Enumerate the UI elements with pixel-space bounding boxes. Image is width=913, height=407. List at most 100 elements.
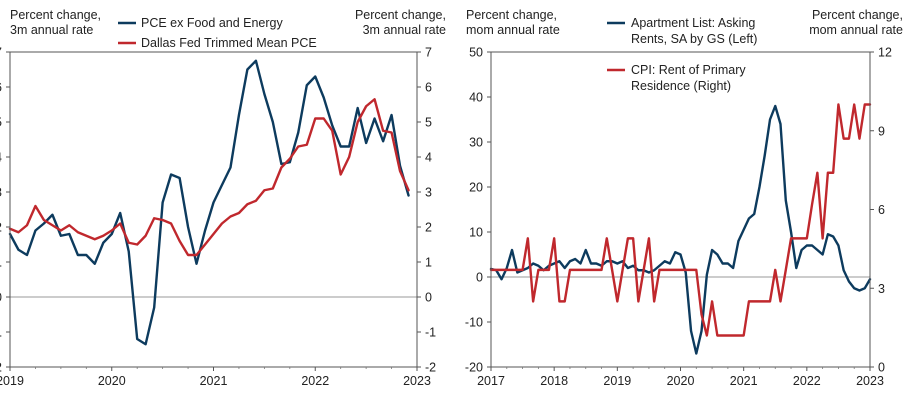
- data-point: [331, 130, 333, 132]
- data-point: [128, 242, 130, 244]
- data-point: [569, 260, 571, 262]
- data-point: [769, 300, 771, 302]
- axis-label-line: 3m annual rate: [10, 23, 93, 37]
- axis-label-line: Percent change,: [466, 8, 557, 22]
- data-point: [606, 237, 608, 239]
- data-point: [289, 158, 291, 160]
- data-point: [837, 244, 839, 246]
- data-point: [537, 269, 539, 271]
- x-tick-label: 2017: [477, 374, 505, 388]
- data-point: [144, 235, 146, 237]
- data-point: [595, 269, 597, 271]
- legend-label-apartment-list-line1: Apartment List: Asking: [631, 16, 755, 30]
- data-point: [616, 262, 618, 264]
- data-point: [800, 237, 802, 239]
- data-point: [685, 269, 687, 271]
- y-tick-label-right: -2: [425, 361, 436, 375]
- data-point: [648, 237, 650, 239]
- data-point: [664, 269, 666, 271]
- data-point: [653, 269, 655, 271]
- y-tick-label-right: 2: [425, 221, 432, 235]
- data-point: [255, 200, 257, 202]
- data-point: [764, 154, 766, 156]
- data-point: [848, 280, 850, 282]
- data-point: [611, 269, 613, 271]
- axis-label-line: Percent change,: [812, 8, 903, 22]
- series-line-cpi-rent-of-primary-residence-right: [489, 103, 872, 337]
- data-point: [323, 117, 325, 119]
- data-point: [170, 173, 172, 175]
- data-point: [806, 244, 808, 246]
- data-point: [753, 213, 755, 215]
- data-point: [111, 229, 113, 231]
- series-line-dallas-fed-trimmed-mean-pce: [8, 98, 410, 257]
- data-point: [306, 144, 308, 146]
- data-point: [229, 215, 231, 217]
- data-point: [700, 313, 702, 315]
- data-point: [779, 123, 781, 125]
- data-point: [527, 237, 529, 239]
- data-point: [495, 269, 497, 271]
- left-chart: Percent change, 3m annual rate Percent c…: [0, 8, 446, 388]
- left-chart-y-label-right: Percent change, 3m annual rate: [355, 8, 446, 37]
- data-point: [153, 217, 155, 219]
- data-point: [658, 269, 660, 271]
- data-point: [669, 262, 671, 264]
- data-point: [128, 250, 130, 252]
- data-point: [153, 306, 155, 308]
- data-point: [119, 222, 121, 224]
- y-tick-label-left: 5: [0, 116, 2, 130]
- data-point: [806, 237, 808, 239]
- data-point: [658, 265, 660, 267]
- y-tick-label-left: -2: [0, 361, 2, 375]
- y-tick-label-right: 3: [878, 282, 885, 296]
- data-point: [339, 173, 341, 175]
- data-point: [178, 177, 180, 179]
- data-point: [399, 170, 401, 172]
- data-point: [43, 219, 45, 221]
- data-point: [579, 269, 581, 271]
- data-point: [858, 289, 860, 291]
- data-point: [119, 212, 121, 214]
- data-point: [737, 334, 739, 336]
- data-point: [853, 287, 855, 289]
- data-point: [716, 253, 718, 255]
- data-point: [51, 214, 53, 216]
- axis-label-line: Percent change,: [355, 8, 446, 22]
- data-point: [637, 269, 639, 271]
- data-point: [790, 237, 792, 239]
- data-point: [195, 254, 197, 256]
- right-chart-legend: Apartment List: Asking Rents, SA by GS (…: [607, 16, 757, 93]
- data-point: [246, 203, 248, 205]
- data-point: [136, 243, 138, 245]
- data-point: [679, 269, 681, 271]
- data-point: [648, 271, 650, 273]
- data-point: [136, 338, 138, 340]
- data-point: [500, 278, 502, 280]
- axis-label-line: 3m annual rate: [363, 23, 446, 37]
- data-point: [331, 124, 333, 126]
- data-point: [34, 205, 36, 207]
- data-point: [356, 121, 358, 123]
- right-chart-series: [489, 103, 872, 355]
- data-point: [632, 237, 634, 239]
- data-point: [17, 231, 19, 233]
- data-point: [548, 269, 550, 271]
- y-tick-label-right: 6: [425, 81, 432, 95]
- data-point: [407, 189, 409, 191]
- data-point: [263, 93, 265, 95]
- y-tick-label-left: 4: [0, 151, 2, 165]
- data-point: [637, 300, 639, 302]
- left-chart-frame: [9, 51, 418, 368]
- legend-label-cpi-rent-line1: CPI: Rent of Primary: [631, 63, 746, 77]
- y-tick-label-left: 50: [469, 46, 483, 60]
- legend-label-cpi-rent-line2: Residence (Right): [631, 79, 731, 93]
- data-point: [664, 260, 666, 262]
- data-point: [785, 269, 787, 271]
- y-tick-label-left: 20: [469, 181, 483, 195]
- x-tick-label: 2018: [540, 374, 568, 388]
- data-point: [537, 265, 539, 267]
- data-point: [297, 145, 299, 147]
- data-point: [521, 269, 523, 271]
